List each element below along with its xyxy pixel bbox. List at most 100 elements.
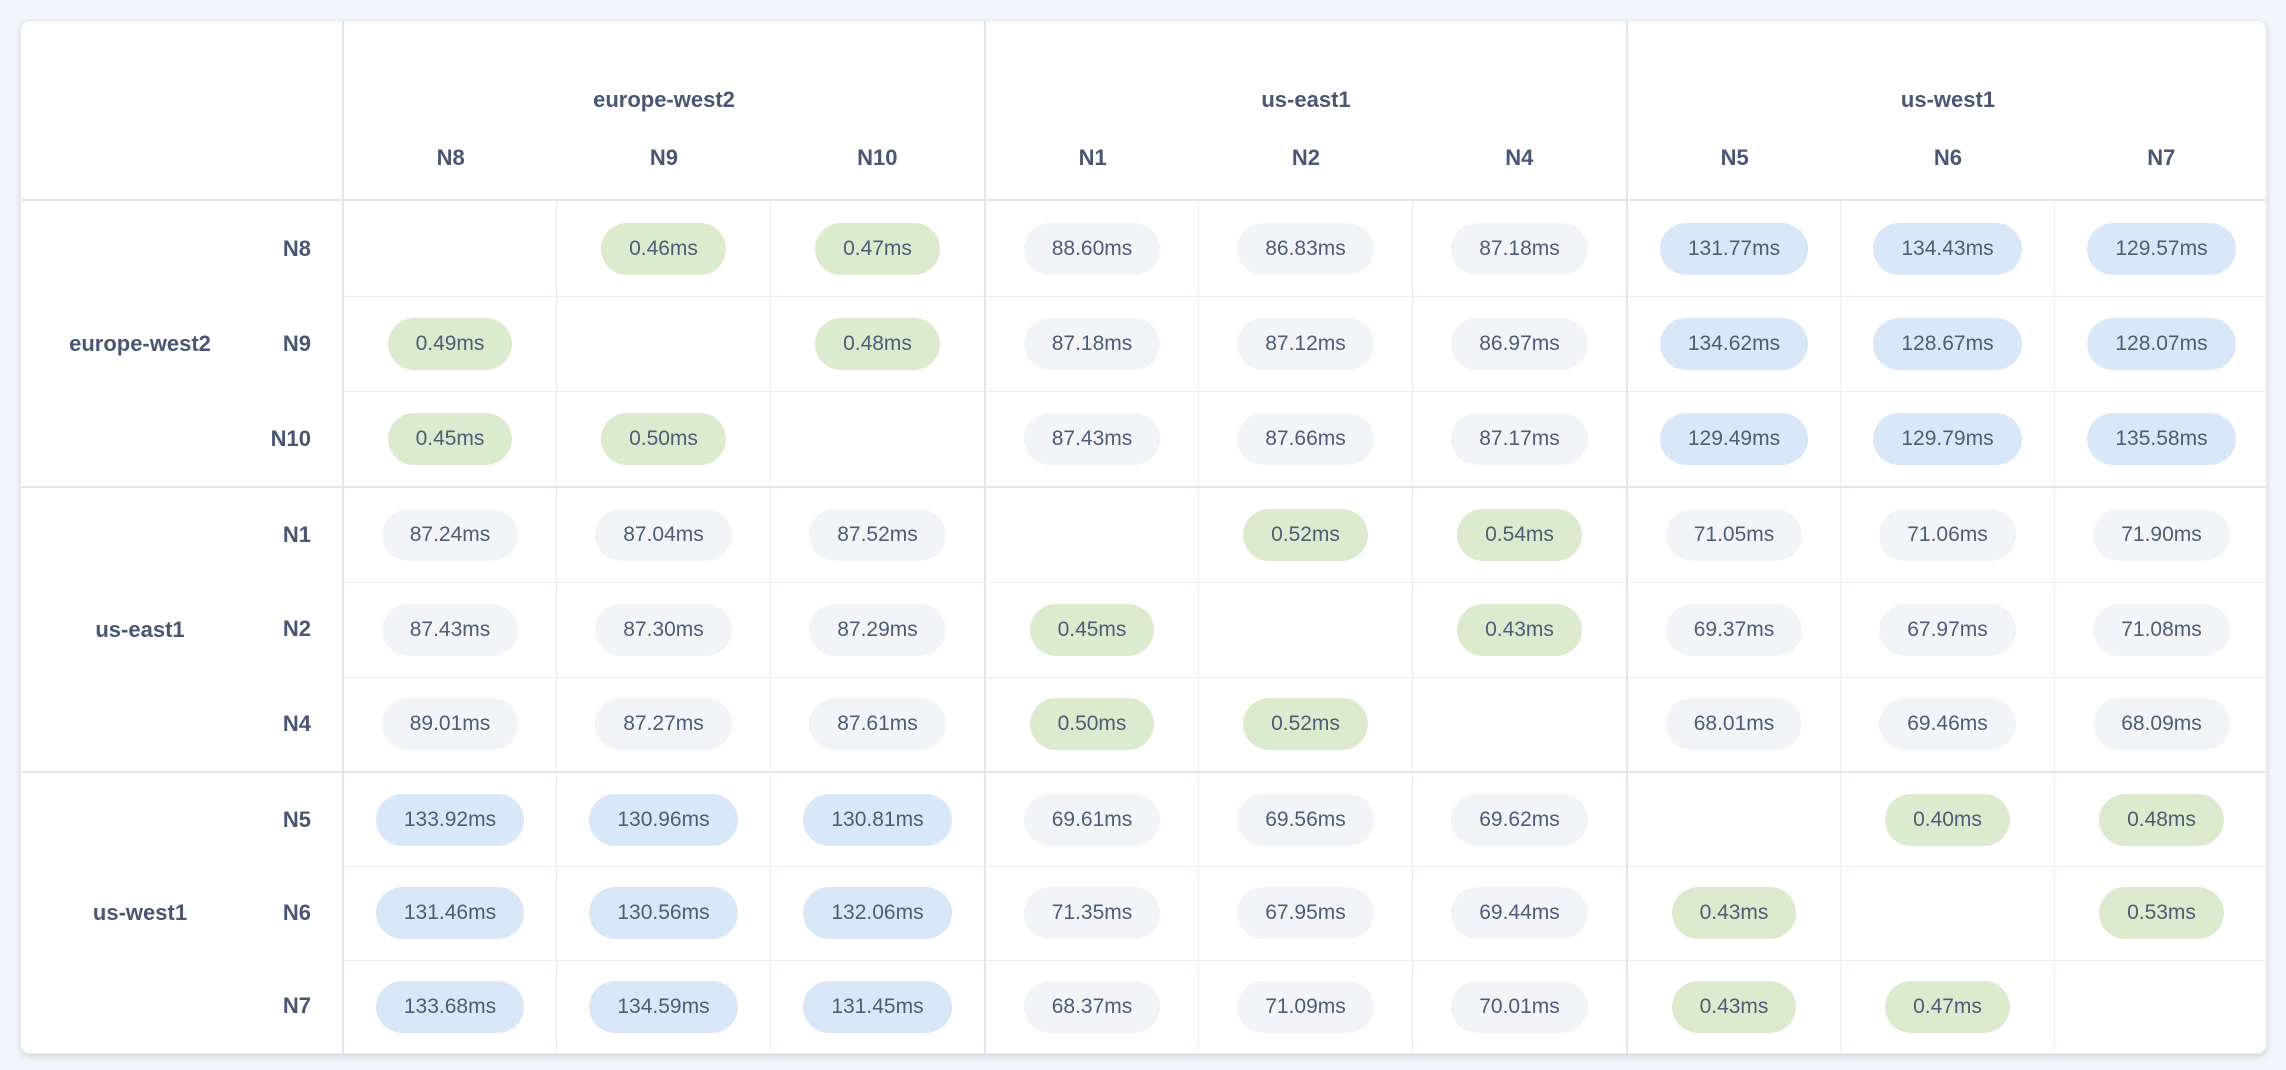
latency-cell: 87.66ms (1198, 391, 1412, 486)
row-label-cell: us-west1 N5 N6 N7 (21, 773, 342, 1053)
row-header-N6: N6 (282, 899, 311, 925)
latency-value-pill: 69.56ms (1237, 793, 1374, 846)
latency-value-pill: 0.52ms (1243, 698, 1368, 751)
latency-value-pill: 0.47ms (1885, 980, 2010, 1033)
latency-cell: 129.49ms (1626, 391, 1840, 486)
row-group-europe-west2: europe-west2 N8 N9 N10 0.46ms 0.47ms 88.60ms 86… (21, 201, 2266, 486)
latency-cell: 134.43ms (1840, 201, 2054, 296)
latency-value-pill: 134.62ms (1659, 318, 1809, 370)
latency-value-pill: 67.95ms (1237, 887, 1374, 940)
latency-cell: 87.43ms (342, 582, 556, 677)
matrix-body: europe-west2 N8 N9 N10 0.46ms 0.47ms 88.60ms 86… (21, 201, 2266, 1053)
row-group-us-east1: us-east1 N1 N2 N4 87.24ms 87.04ms 87.52ms 0.52m… (21, 486, 2266, 771)
latency-cell: 87.17ms (1412, 391, 1626, 486)
latency-value-pill: 131.77ms (1659, 222, 1809, 275)
latency-value-pill: 87.61ms (809, 698, 946, 751)
column-header-N4: N4 (1505, 145, 1534, 170)
latency-cell: 69.62ms (1412, 773, 1626, 867)
latency-cell (2054, 959, 2266, 1053)
latency-value-pill: 87.24ms (381, 509, 519, 562)
latency-cell: 132.06ms (770, 866, 984, 960)
row-group-label: us-east1 (95, 616, 185, 642)
latency-cell: 129.57ms (2054, 201, 2266, 296)
column-node-row: N8 N9 N10 (344, 143, 984, 173)
latency-cell: 69.56ms (1198, 773, 1412, 867)
latency-cell (770, 391, 984, 486)
latency-cell: 0.49ms (342, 296, 556, 391)
latency-value-pill: 0.45ms (387, 413, 513, 465)
matrix-column-header: europe-west2 N8 N9 N10 us-east1 N1 N2 N4 us-west… (21, 21, 2266, 201)
column-group-label: europe-west2 (593, 87, 735, 112)
latency-cell: 133.68ms (342, 959, 556, 1053)
latency-cell: 129.79ms (1840, 391, 2054, 486)
column-group-label: us-east1 (1261, 87, 1351, 112)
column-header-N5: N5 (1720, 145, 1749, 170)
latency-cell: 68.09ms (2054, 676, 2266, 771)
column-header-N7: N7 (2147, 145, 2176, 170)
column-header-N1: N1 (1078, 145, 1107, 170)
latency-cell: 67.95ms (1198, 866, 1412, 960)
latency-value-pill: 0.47ms (815, 222, 940, 275)
latency-cell: 133.92ms (342, 773, 556, 867)
latency-value-pill: 88.60ms (1023, 222, 1161, 275)
latency-cell (984, 488, 1198, 583)
latency-value-pill: 131.45ms (803, 980, 952, 1033)
latency-value-pill: 130.96ms (589, 793, 738, 846)
latency-cell: 71.09ms (1198, 959, 1412, 1053)
latency-cell: 87.12ms (1198, 296, 1412, 391)
column-node-row: N1 N2 N4 (986, 143, 1626, 173)
latency-value-pill: 135.58ms (2087, 413, 2236, 465)
latency-cell: 0.45ms (984, 582, 1198, 677)
latency-value-pill: 71.06ms (1879, 509, 2016, 562)
latency-cell: 0.54ms (1412, 488, 1626, 583)
latency-value-pill: 86.97ms (1451, 318, 1588, 370)
latency-cell: 67.97ms (1840, 582, 2054, 677)
latency-cell: 131.77ms (1626, 201, 1840, 296)
latency-value-pill: 71.05ms (1665, 509, 1803, 562)
latency-cell: 0.43ms (1412, 582, 1626, 677)
latency-cell: 0.50ms (556, 391, 770, 486)
latency-value-pill: 87.17ms (1451, 413, 1588, 465)
latency-cell (1626, 773, 1840, 867)
latency-cell: 69.61ms (984, 773, 1198, 867)
latency-cell: 134.59ms (556, 959, 770, 1053)
latency-cell: 69.44ms (1412, 866, 1626, 960)
corner-cell (21, 21, 342, 199)
column-header-N2: N2 (1291, 145, 1321, 170)
latency-cell (342, 201, 556, 296)
latency-cell: 0.45ms (342, 391, 556, 486)
row-header-N2: N2 (282, 616, 311, 642)
latency-value-pill: 0.43ms (1671, 980, 1797, 1033)
latency-cell (1840, 866, 2054, 960)
column-group-us-west1: us-west1 N5 N6 N7 (1626, 21, 2266, 199)
latency-value-pill: 71.08ms (2093, 603, 2230, 656)
latency-value-pill: 133.68ms (375, 980, 525, 1033)
latency-value-pill: 0.48ms (815, 318, 940, 370)
column-header-N9: N9 (649, 145, 679, 170)
latency-cell: 130.56ms (556, 866, 770, 960)
latency-value-pill: 69.61ms (1023, 793, 1161, 846)
latency-cell: 128.67ms (1840, 296, 2054, 391)
latency-value-pill: 0.43ms (1671, 887, 1797, 940)
latency-value-pill: 132.06ms (803, 887, 952, 940)
latency-cell: 0.52ms (1198, 488, 1412, 583)
column-node-row: N5 N6 N7 (1628, 143, 2266, 173)
latency-value-pill: 87.30ms (595, 603, 732, 656)
latency-value-pill: 86.83ms (1237, 222, 1374, 275)
latency-cell: 0.48ms (770, 296, 984, 391)
row-header-N1: N1 (282, 522, 311, 548)
latency-value-pill: 0.48ms (2099, 793, 2224, 846)
latency-cell: 86.97ms (1412, 296, 1626, 391)
latency-value-pill: 134.59ms (589, 980, 738, 1033)
latency-cell: 0.46ms (556, 201, 770, 296)
latency-cell: 89.01ms (342, 676, 556, 771)
latency-value-pill: 0.50ms (1029, 698, 1155, 751)
latency-value-pill: 70.01ms (1451, 980, 1588, 1033)
latency-value-pill: 131.46ms (375, 887, 525, 940)
latency-value-pill: 69.37ms (1665, 603, 1803, 656)
latency-value-pill: 87.66ms (1237, 413, 1374, 465)
latency-matrix-card: europe-west2 N8 N9 N10 us-east1 N1 N2 N4 us-west… (20, 20, 2267, 1054)
latency-value-pill: 69.44ms (1451, 887, 1588, 940)
latency-cell: 87.18ms (984, 296, 1198, 391)
latency-value-pill: 87.29ms (809, 603, 946, 656)
